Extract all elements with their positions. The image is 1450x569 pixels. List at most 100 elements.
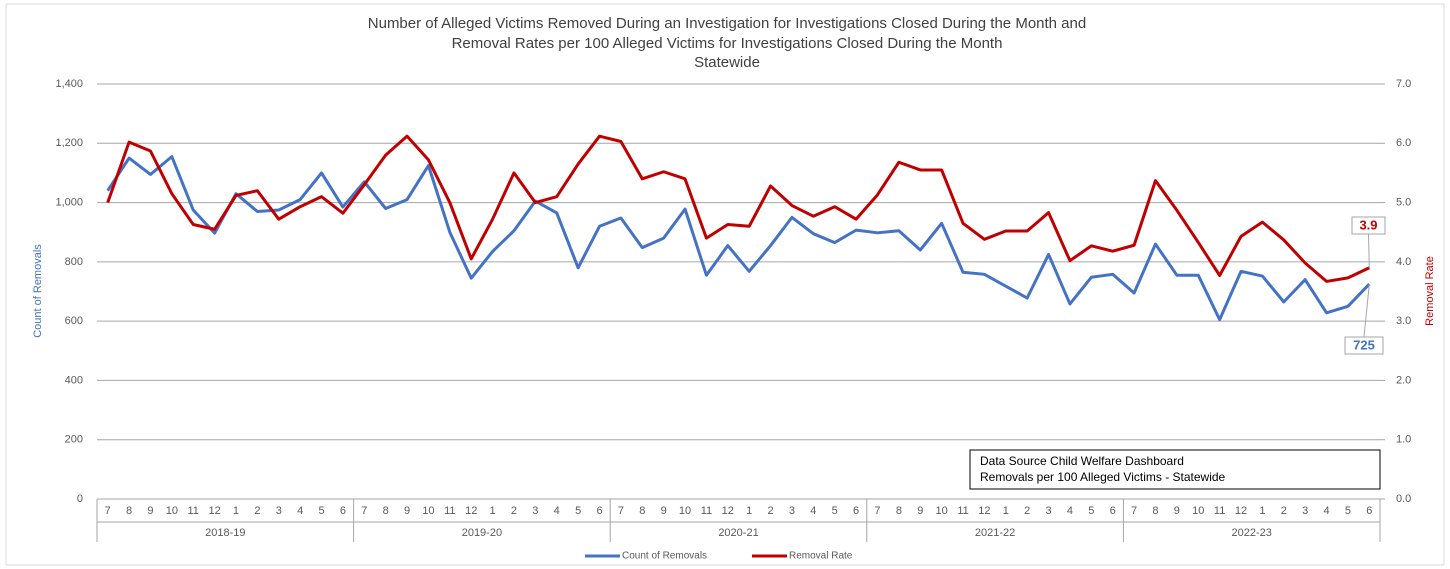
- chart-title: Statewide: [694, 54, 760, 71]
- x-tick-label: 1: [490, 505, 496, 517]
- y-tick-label: 0: [77, 493, 83, 505]
- x-tick-label: 5: [1088, 505, 1094, 517]
- annotation: Removals per 100 Alleged Victims - State…: [980, 470, 1226, 484]
- x-tick-label: 4: [554, 505, 560, 517]
- x-tick-label: 8: [639, 505, 645, 517]
- y2-axis-label: Removal Rate: [1424, 256, 1436, 326]
- x-tick-label: 10: [422, 505, 434, 517]
- x-tick-label: 10: [166, 505, 178, 517]
- x-tick-label: 3: [1302, 505, 1308, 517]
- x-tick-label: 6: [596, 505, 602, 517]
- label-leader: [1363, 284, 1370, 338]
- x-tick-label: 4: [1323, 505, 1329, 517]
- x-tick-label: 9: [1174, 505, 1180, 517]
- data-label-box: [1351, 216, 1386, 235]
- x-tick-label: 9: [147, 505, 153, 517]
- y2-tick-label: 1.0: [1396, 434, 1411, 446]
- x-tick-label: 11: [701, 505, 712, 517]
- x-tick-label: 1: [1259, 505, 1265, 517]
- x-tick-label: 10: [936, 505, 948, 517]
- label-leader: [1368, 233, 1370, 268]
- x-tick-label: 7: [361, 505, 367, 517]
- x-tick-label: 6: [1110, 505, 1116, 517]
- y-tick-label: 600: [65, 315, 83, 327]
- x-tick-label: 1: [1003, 505, 1009, 517]
- x-tick-label: 10: [679, 505, 691, 517]
- x-group-label: 2021-22: [975, 527, 1015, 539]
- x-tick-label: 7: [105, 505, 111, 517]
- chart-title: Removal Rates per 100 Alleged Victims fo…: [452, 35, 1003, 52]
- x-group-label: 2019-20: [462, 527, 502, 539]
- x-group-label: 2018-19: [205, 527, 245, 539]
- x-tick-label: 5: [575, 505, 581, 517]
- x-tick-label: 3: [276, 505, 282, 517]
- x-tick-label: 11: [188, 505, 199, 517]
- y-tick-label: 400: [65, 374, 83, 386]
- legend-label: Removal Rate: [789, 551, 853, 562]
- x-tick-label: 5: [318, 505, 324, 517]
- x-tick-label: 12: [208, 505, 220, 517]
- x-tick-label: 2: [768, 505, 774, 517]
- x-tick-label: 10: [1192, 505, 1204, 517]
- annotation-box: [969, 449, 1381, 490]
- x-tick-label: 5: [1345, 505, 1351, 517]
- x-tick-label: 12: [1235, 505, 1247, 517]
- x-tick-label: 6: [853, 505, 859, 517]
- y-tick-label: 1,400: [55, 78, 83, 90]
- x-tick-label: 6: [340, 505, 346, 517]
- y-tick-label: 200: [65, 434, 83, 446]
- series-line: [106, 155, 1371, 322]
- x-tick-label: 2: [511, 505, 517, 517]
- chart-title: Number of Alleged Victims Removed During…: [368, 15, 1086, 32]
- y2-tick-label: 5.0: [1396, 196, 1411, 208]
- x-tick-label: 9: [917, 505, 923, 517]
- data-label-box: [1344, 336, 1384, 355]
- x-tick-label: 6: [1366, 505, 1372, 517]
- x-tick-label: 8: [126, 505, 132, 517]
- y2-tick-label: 3.0: [1396, 315, 1411, 327]
- x-tick-label: 1: [233, 505, 239, 517]
- x-group-label: 2022-23: [1232, 527, 1272, 539]
- x-group-label: 2020-21: [718, 527, 758, 539]
- x-tick-label: 2: [254, 505, 260, 517]
- y2-tick-label: 0.0: [1396, 493, 1411, 505]
- x-tick-label: 11: [444, 505, 455, 517]
- y2-tick-label: 4.0: [1396, 256, 1411, 268]
- y-tick-label: 1,200: [55, 137, 83, 149]
- x-tick-label: 2: [1024, 505, 1030, 517]
- x-tick-label: 4: [1067, 505, 1073, 517]
- x-tick-label: 7: [1131, 505, 1137, 517]
- data-label: 3.9: [1359, 217, 1377, 232]
- x-tick-label: 11: [1214, 505, 1225, 517]
- x-tick-label: 7: [618, 505, 624, 517]
- x-tick-label: 3: [789, 505, 795, 517]
- x-tick-label: 12: [978, 505, 990, 517]
- x-tick-label: 1: [746, 505, 752, 517]
- y2-tick-label: 6.0: [1396, 137, 1411, 149]
- y-axis-label: Count of Removals: [32, 244, 44, 338]
- x-tick-label: 3: [1045, 505, 1051, 517]
- x-tick-label: 11: [957, 505, 968, 517]
- data-label: 725: [1353, 337, 1375, 352]
- x-tick-label: 8: [1152, 505, 1158, 517]
- series-line: [106, 134, 1370, 283]
- y-tick-label: 800: [65, 256, 83, 268]
- x-tick-label: 9: [404, 505, 410, 517]
- x-tick-label: 5: [832, 505, 838, 517]
- x-tick-label: 12: [722, 505, 734, 517]
- x-tick-label: 12: [465, 505, 477, 517]
- x-tick-label: 3: [532, 505, 538, 517]
- x-tick-label: 8: [896, 505, 902, 517]
- y-tick-label: 1,000: [55, 196, 83, 208]
- y2-tick-label: 7.0: [1396, 78, 1411, 90]
- x-tick-label: 8: [383, 505, 389, 517]
- x-tick-label: 2: [1281, 505, 1287, 517]
- x-tick-label: 9: [661, 505, 667, 517]
- x-tick-label: 4: [297, 505, 303, 517]
- annotation: Data Source Child Welfare Dashboard: [980, 454, 1184, 468]
- x-tick-label: 4: [810, 505, 816, 517]
- y2-tick-label: 2.0: [1396, 374, 1411, 386]
- legend-label: Count of Removals: [622, 551, 707, 562]
- x-tick-label: 7: [874, 505, 880, 517]
